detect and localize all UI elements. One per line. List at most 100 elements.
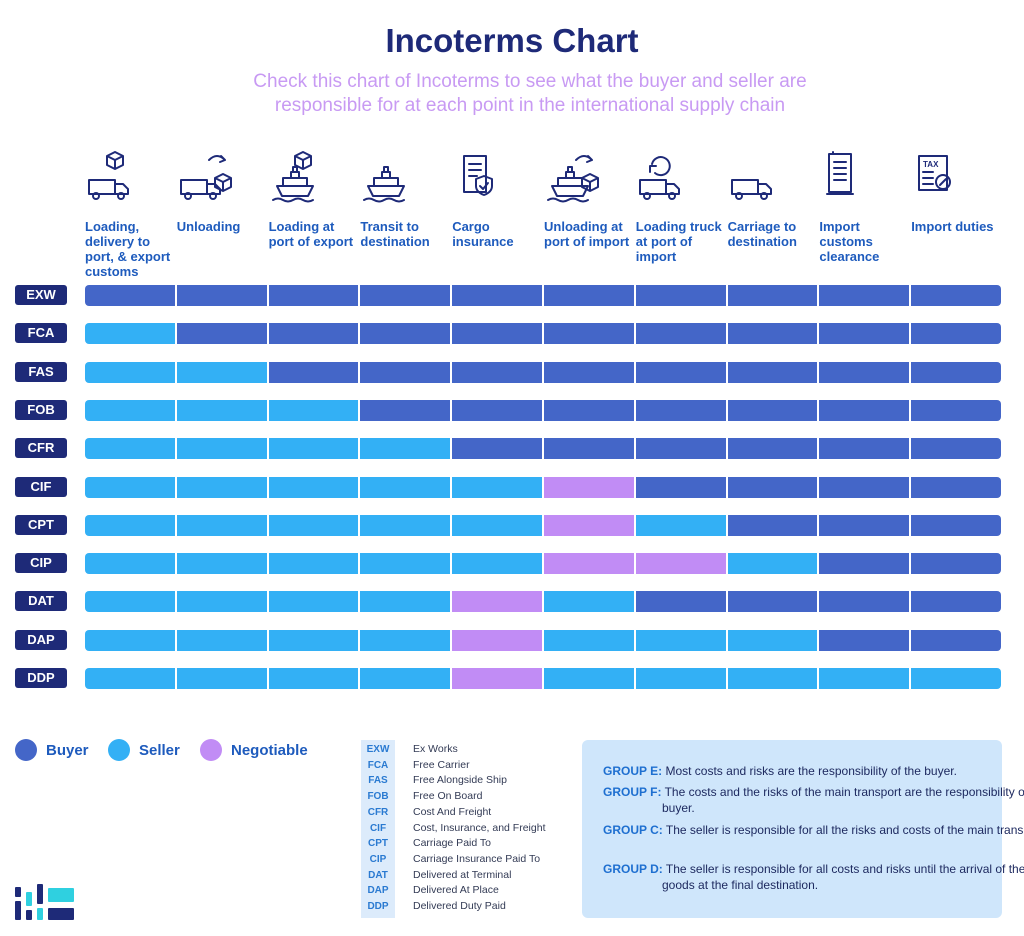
cell-fas-1-seller xyxy=(85,361,175,383)
cell-cip-7-negotiable xyxy=(635,553,726,575)
cell-dap-7-seller xyxy=(635,629,726,651)
cell-ddp-2-seller xyxy=(176,668,267,689)
cell-cif-6-negotiable xyxy=(544,476,634,498)
cell-ddp-6-seller xyxy=(544,668,634,689)
abbreviation-name: Delivered At Place xyxy=(413,884,499,897)
legend-item-buyer: Buyer xyxy=(15,738,89,762)
row-label-cif: CIF xyxy=(15,476,67,497)
cell-cfr-9-buyer xyxy=(819,438,910,460)
cell-exw-4-buyer xyxy=(360,285,451,306)
subtitle-line-1: Check this chart of Incoterms to see wha… xyxy=(253,71,807,92)
cell-cif-10-buyer xyxy=(911,476,1001,498)
cell-dap-1-seller xyxy=(85,629,175,651)
abbreviation-code: FAS xyxy=(368,775,388,787)
cell-fas-5-buyer xyxy=(452,361,542,383)
cell-cip-3-seller xyxy=(268,553,359,575)
cell-cpt-6-negotiable xyxy=(544,514,634,536)
abbreviation-code: CIP xyxy=(369,853,387,865)
abbreviation-name: Cost, Insurance, and Freight xyxy=(413,821,546,834)
group-text: Most costs and risks are the responsibil… xyxy=(662,764,957,778)
cell-cfr-10-buyer xyxy=(911,438,1001,460)
cell-fob-6-buyer xyxy=(544,399,634,421)
cell-fob-8-buyer xyxy=(727,399,818,421)
cell-exw-7-buyer xyxy=(635,285,726,306)
buyer-swatch xyxy=(15,739,37,761)
abbreviation-name: Delivered at Terminal xyxy=(413,868,512,881)
cell-fas-10-buyer xyxy=(911,361,1001,383)
column-label: Carriage to destination xyxy=(727,219,797,249)
group-key: GROUP C: xyxy=(603,823,663,837)
cell-dap-6-seller xyxy=(544,629,634,651)
row-label-fas: FAS xyxy=(15,361,67,382)
abbreviation-code: EXW xyxy=(366,744,390,755)
cell-fca-1-seller xyxy=(85,323,175,345)
row-label-fca: FCA xyxy=(15,323,67,344)
legend-item-negotiable: Negotiable xyxy=(200,738,308,762)
cell-fob-2-seller xyxy=(176,399,267,421)
cell-fas-4-buyer xyxy=(360,361,451,383)
svg-text:TAX: TAX xyxy=(923,160,939,169)
cell-dat-2-seller xyxy=(176,591,267,613)
row-label-exw: EXW xyxy=(15,285,67,305)
cell-ddp-1-seller xyxy=(85,668,175,689)
group-key: GROUP E: xyxy=(603,764,663,778)
customs-document-icon xyxy=(826,151,855,195)
cell-dap-9-buyer xyxy=(819,629,910,651)
group-text: The costs and the risks of the main tran… xyxy=(661,785,1024,815)
cell-cif-5-seller xyxy=(452,476,542,498)
row-label-fob: FOB xyxy=(15,399,67,420)
cell-dat-8-buyer xyxy=(727,591,818,613)
cell-fca-8-buyer xyxy=(727,323,818,345)
cell-cif-2-seller xyxy=(176,476,267,498)
cell-ddp-4-seller xyxy=(360,668,451,689)
abbreviation-code: DAT xyxy=(368,869,388,881)
cell-cpt-7-seller xyxy=(635,514,726,536)
cell-ddp-5-negotiable xyxy=(452,668,542,689)
truck-unloading-box-icon xyxy=(179,155,232,200)
column-label: Cargo insurance xyxy=(452,219,514,249)
cell-cip-10-buyer xyxy=(911,553,1001,575)
abbreviation-name: Carriage Insurance Paid To xyxy=(413,852,541,865)
legend-label: Seller xyxy=(139,741,180,759)
cell-dap-5-negotiable xyxy=(452,629,542,651)
cell-ddp-8-seller xyxy=(727,668,818,689)
cell-cpt-4-seller xyxy=(360,514,451,536)
cell-dat-7-buyer xyxy=(635,591,726,613)
cell-fca-5-buyer xyxy=(452,323,542,345)
cell-fas-2-seller xyxy=(176,361,267,383)
group-description: GROUP C: The seller is responsible for a… xyxy=(603,822,1024,838)
cell-dat-4-seller xyxy=(360,591,451,613)
cell-dap-8-seller xyxy=(727,629,818,651)
brand-logo-icon xyxy=(15,884,74,920)
cell-ddp-3-seller xyxy=(268,668,359,689)
abbreviation-code-column xyxy=(361,740,395,918)
group-description: GROUP E: Most costs and risks are the re… xyxy=(603,763,1024,779)
cell-cip-1-seller xyxy=(85,553,175,575)
cell-exw-3-buyer xyxy=(268,285,359,306)
cell-exw-10-buyer xyxy=(911,285,1001,306)
cell-dat-1-seller xyxy=(85,591,175,613)
column-label: Loading, delivery to port, & export cust… xyxy=(85,219,171,279)
page-subtitle: Check this chart of Incoterms to see wha… xyxy=(220,70,840,118)
column-label: Transit to destination xyxy=(360,219,430,249)
cell-cip-5-seller xyxy=(452,553,542,575)
cell-cip-2-seller xyxy=(176,553,267,575)
row-label-dat: DAT xyxy=(15,591,67,612)
group-text: The seller is responsible for all the ri… xyxy=(662,823,1024,837)
seller-swatch xyxy=(108,739,130,761)
cell-cip-9-buyer xyxy=(819,553,910,575)
cell-cfr-6-buyer xyxy=(544,438,634,460)
row-label-cfr: CFR xyxy=(15,438,67,459)
cell-fob-9-buyer xyxy=(819,399,910,421)
cell-dat-9-buyer xyxy=(819,591,910,613)
cell-exw-8-buyer xyxy=(727,285,818,306)
cell-fas-9-buyer xyxy=(819,361,910,383)
cell-fob-1-seller xyxy=(85,399,175,421)
row-label-cip: CIP xyxy=(15,553,67,574)
column-label: Unloading xyxy=(176,219,241,234)
cell-fca-2-buyer xyxy=(176,323,267,345)
group-text: The seller is responsible for all costs … xyxy=(662,862,1024,892)
cell-fca-6-buyer xyxy=(544,323,634,345)
group-key: GROUP D: xyxy=(603,862,663,876)
column-label: Import customs clearance xyxy=(819,219,880,264)
